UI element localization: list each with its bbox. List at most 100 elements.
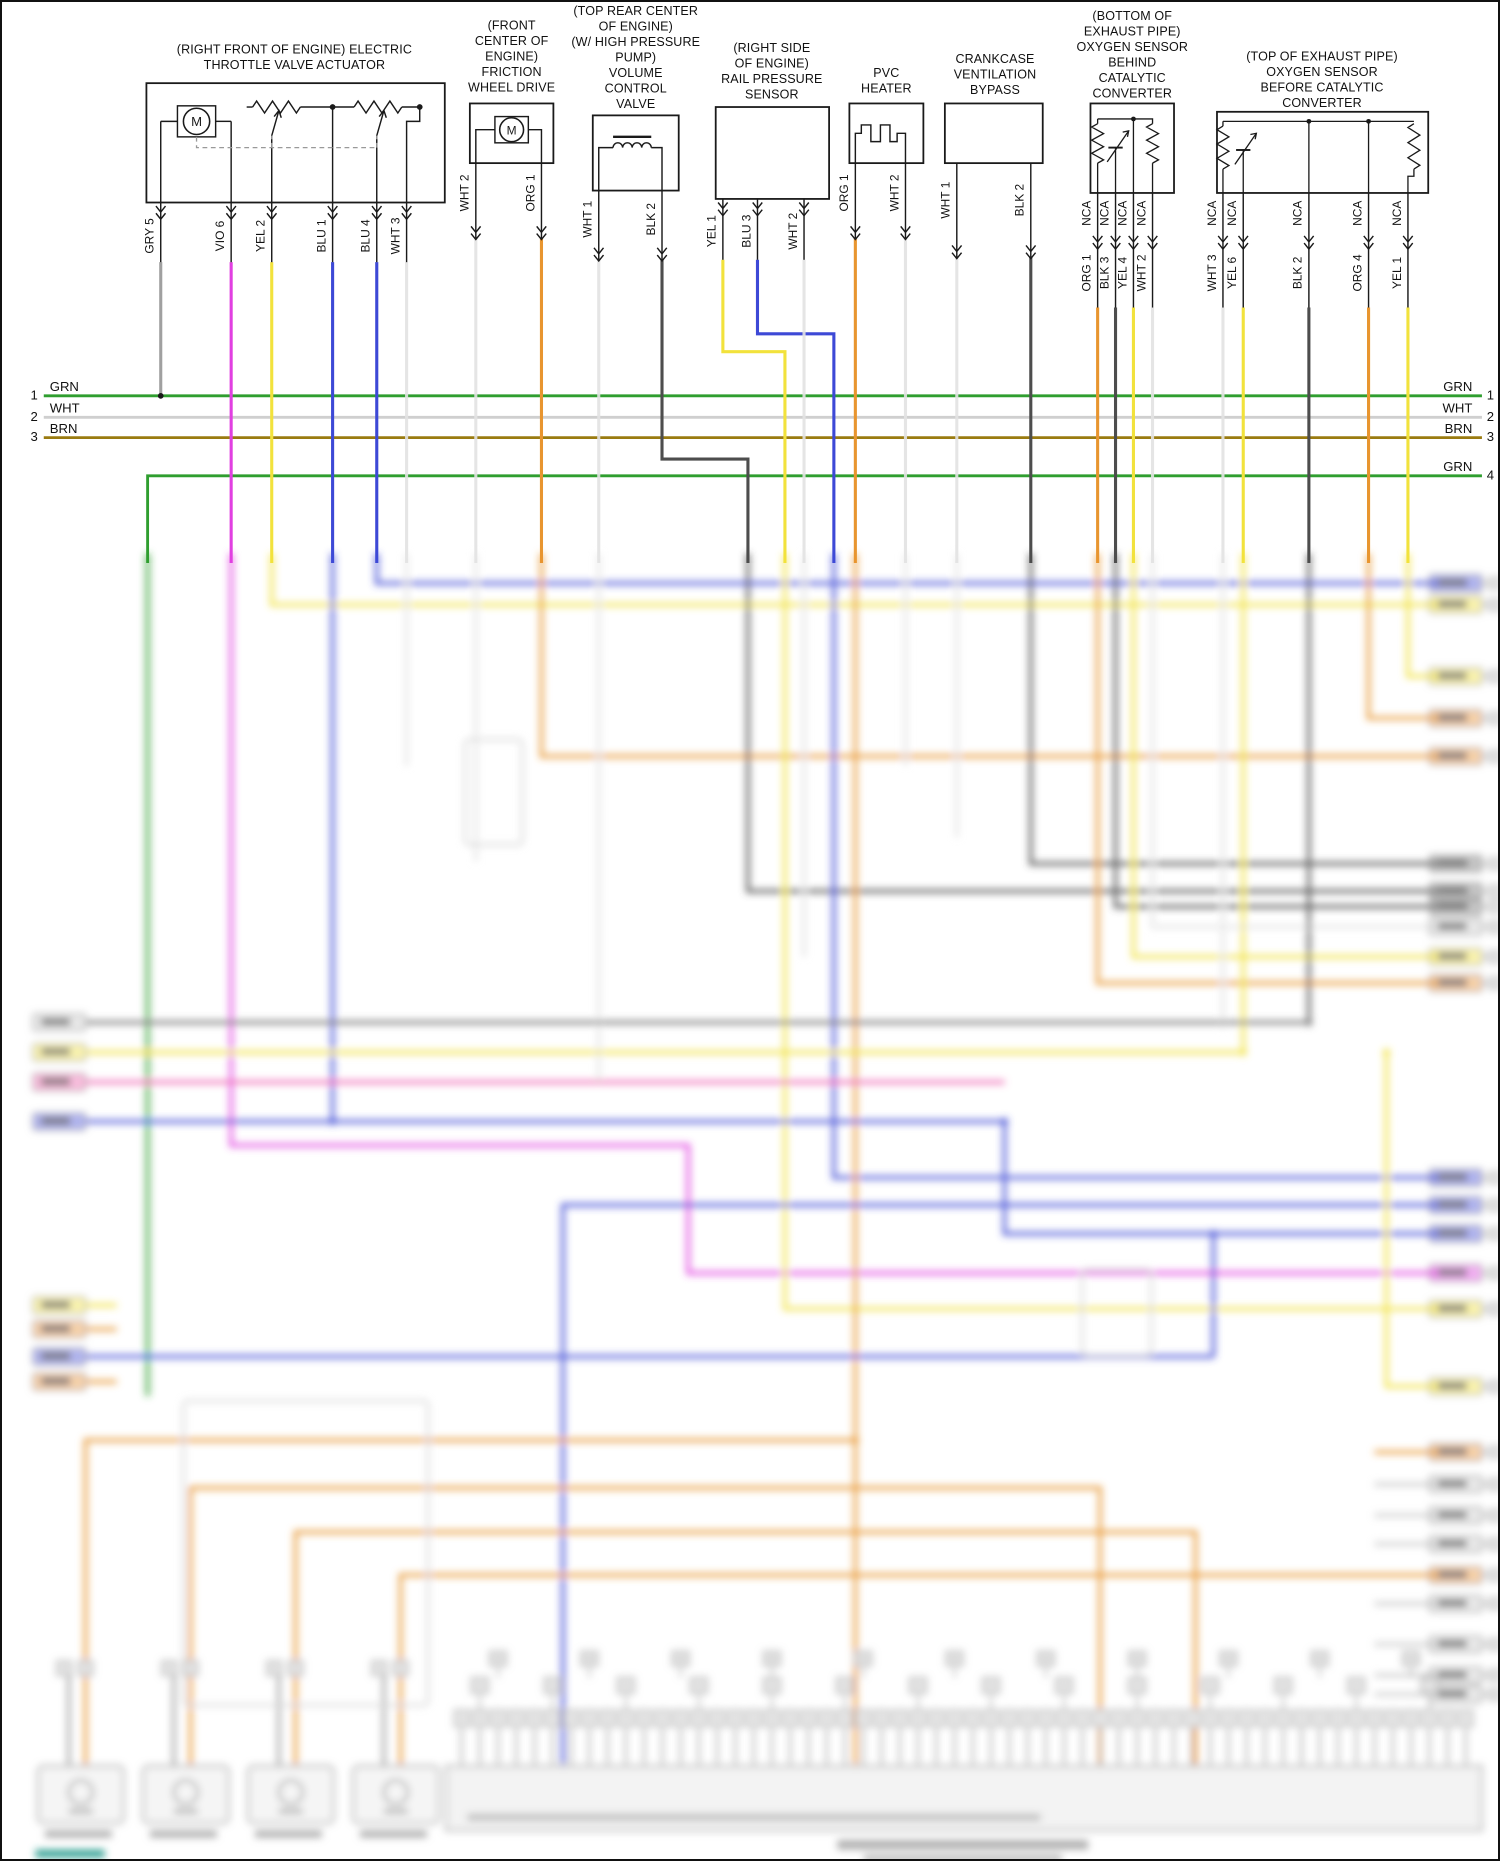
ecm-pin-label-blob: [1038, 1709, 1054, 1728]
stub-label-blob: [1437, 1690, 1467, 1697]
wire-blk: [746, 553, 1468, 893]
connector-chevron-icon: [536, 225, 547, 234]
ecm-pin-label-blob: [727, 1709, 744, 1728]
wire-blu: [374, 553, 1468, 586]
pvc-heater-box: [848, 102, 925, 165]
blurred-text-blob: [360, 1830, 427, 1838]
connector-chevron-icon: [225, 212, 237, 221]
injector-coil-icon: [67, 1779, 94, 1806]
oxygen-sensor-before-catalytic-converter-box: [1216, 110, 1430, 194]
wire-blk: [660, 259, 750, 563]
faint-wire-loop: [463, 738, 524, 846]
internal-wire: [475, 128, 495, 164]
stub-label-blob: [1437, 601, 1467, 608]
blurred-lower-diagram: [32, 553, 1498, 1859]
connector-chevron-icon: [401, 212, 412, 221]
stub-label-blob: [1437, 1640, 1467, 1647]
ecm-pin-label-blob: [855, 1709, 871, 1728]
stub-pin-blob: [1488, 950, 1498, 964]
stub-label-blob: [1437, 1571, 1467, 1578]
ecm-pin-label-blob: [1074, 1709, 1091, 1728]
stub-pin-blob: [1488, 1198, 1498, 1212]
solenoid-coil-icon: [612, 142, 652, 148]
connector-chevron-icon: [1237, 242, 1249, 251]
ecm-pin-label-blob: [490, 1709, 506, 1728]
wire-blk: [1113, 553, 1468, 909]
junction-dot: [1209, 1230, 1217, 1238]
injector-connector-blob: [266, 1660, 282, 1676]
connector-chevron-icon: [656, 254, 668, 263]
stub-pin-blob: [1488, 1171, 1498, 1185]
connector-chevron-icon: [1217, 242, 1229, 251]
connector-chevron-icon: [1303, 242, 1315, 251]
junction-dot: [1366, 118, 1371, 124]
heater-element-icon: [1215, 125, 1231, 170]
stub-pin-blob: [1488, 1597, 1498, 1611]
wire-blk: [1029, 553, 1468, 866]
wire-blu: [755, 259, 836, 563]
injector-body: [36, 1765, 125, 1825]
junction-dot: [1000, 1117, 1009, 1126]
connector-chevron-icon: [155, 205, 167, 214]
injector-coil-icon: [277, 1779, 304, 1806]
wire-org: [539, 553, 1468, 759]
wire-yel: [269, 553, 1468, 607]
stub-pin-blob: [1488, 749, 1498, 763]
connector-chevron-icon: [1402, 235, 1414, 244]
junction-dot: [329, 104, 336, 110]
connector-chevron-icon: [401, 205, 412, 214]
stub-pin-blob: [1488, 1379, 1498, 1394]
stub-label-blob: [1437, 1230, 1467, 1237]
injector-coil-icon: [172, 1779, 199, 1806]
sensor-arrow-icon: [1234, 132, 1257, 165]
faint-wire-loop: [1080, 1268, 1153, 1357]
ecm-pin-label-blob: [526, 1709, 543, 1728]
ecm-pin-label-blob: [928, 1709, 945, 1728]
connector-chevron-icon: [327, 205, 338, 214]
stub-label-blob: [41, 1078, 71, 1085]
connector-chevron-icon: [470, 225, 482, 234]
ecm-pin-label-blob: [946, 1709, 963, 1728]
ecm-pin-label-blob: [636, 1709, 652, 1728]
connector-chevron-icon: [850, 233, 861, 241]
friction-wheel-drive-box: [468, 102, 555, 165]
ecm-pin-label-blob: [1403, 1709, 1419, 1728]
stub-pin-blob: [1488, 1266, 1498, 1280]
stub-label-blob: [1437, 860, 1467, 867]
sensor-arrow-icon: [1106, 130, 1130, 163]
connector-chevron-icon: [266, 205, 278, 214]
connector-chevron-icon: [371, 205, 383, 214]
stub-pin-blob: [1488, 1302, 1498, 1316]
stub-label-blob: [41, 1048, 71, 1055]
connector-chevron-icon: [470, 233, 482, 241]
stub-pin-blob: [1488, 1477, 1498, 1491]
stub-pin-blob: [1488, 1668, 1498, 1682]
internal-wire: [598, 146, 614, 191]
connector-chevron-icon: [1092, 242, 1103, 251]
ecm-pin-label-blob: [1330, 1709, 1346, 1728]
stub-label-blob: [1437, 1480, 1467, 1487]
connector-chevron-icon: [798, 202, 810, 210]
connector-chevron-icon: [1147, 242, 1158, 251]
stub-label-blob: [1437, 903, 1467, 910]
ecm-pin-label-blob: [599, 1709, 616, 1728]
injector-coil-icon: [382, 1779, 409, 1806]
internal-wire: [528, 128, 543, 164]
wire-yel: [721, 259, 787, 563]
wiper-arrowhead: [378, 109, 387, 118]
stub-pin-blob: [1488, 711, 1498, 725]
junction-dot: [1306, 118, 1312, 124]
injector-connector-blob: [182, 1660, 199, 1676]
ecm-pin-label-blob: [1220, 1709, 1237, 1728]
ecm-pin-label-blob: [1366, 1709, 1383, 1728]
injector-label-blob: [383, 1808, 408, 1814]
ecm-pin-label-blob: [581, 1709, 598, 1728]
stub-pin-blob: [1488, 1227, 1498, 1241]
volume-control-valve-box: [591, 114, 680, 192]
ecm-pin-label-blob: [1147, 1709, 1164, 1728]
stub-pin-blob: [1488, 884, 1498, 898]
motor-icon: [182, 107, 211, 136]
motor-letter: M: [507, 123, 517, 137]
